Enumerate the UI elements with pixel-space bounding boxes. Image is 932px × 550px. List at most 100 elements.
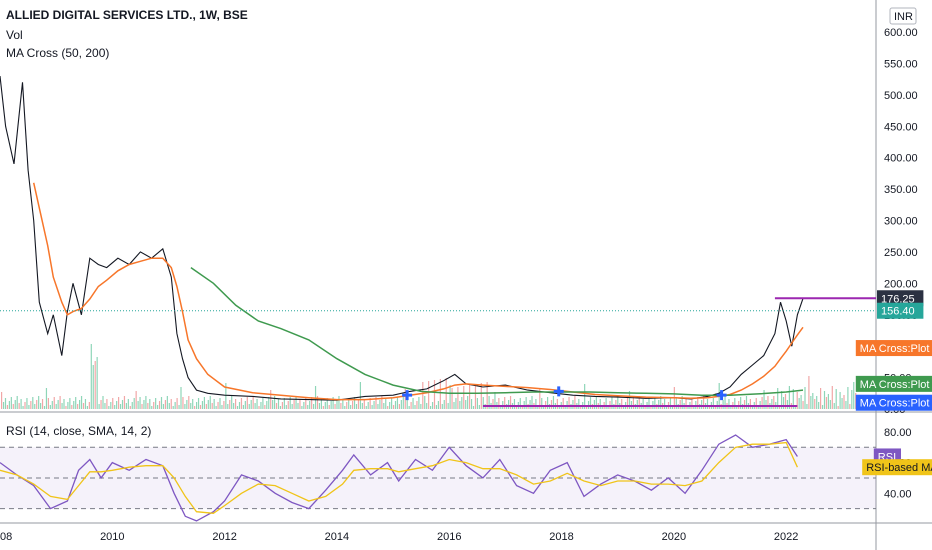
volume-bar xyxy=(424,396,426,409)
volume-bar xyxy=(461,397,463,409)
volume-bar xyxy=(6,405,9,409)
volume-bar xyxy=(509,396,512,409)
volume-bar xyxy=(494,392,496,409)
volume-bar xyxy=(125,403,127,409)
last-price-tag-bg xyxy=(877,290,924,307)
volume-bar xyxy=(508,400,510,409)
volume-bar xyxy=(84,399,87,409)
volume-bar xyxy=(194,406,196,409)
volume-bar xyxy=(771,399,773,409)
time-axis: 08 2010 2012 2014 2016 2018 2020 2022 xyxy=(0,531,798,543)
volume-bar xyxy=(235,399,237,409)
volume-bar xyxy=(118,397,120,409)
volume-bar xyxy=(41,399,44,409)
volume-bar xyxy=(568,397,570,409)
ma-cross-legend[interactable]: MA Cross (50, 200) xyxy=(6,46,110,60)
volume-bar xyxy=(215,406,217,409)
volume-bar xyxy=(414,405,416,409)
volume-bar xyxy=(102,396,104,409)
volume-bar xyxy=(392,405,395,409)
volume-bar xyxy=(855,393,857,409)
volume-bar xyxy=(470,399,473,409)
volume-bar xyxy=(268,397,270,409)
price-tick-label: 450.00 xyxy=(884,121,918,133)
volume-bar xyxy=(486,382,488,409)
rsi-pane xyxy=(0,434,876,522)
price-axis: 0.0050.00100.00150.00200.00250.00300.003… xyxy=(884,7,918,500)
volume-bar xyxy=(767,396,769,409)
volume-bar xyxy=(281,402,283,409)
volume-bar xyxy=(258,406,260,409)
rsi-ma-line xyxy=(0,441,798,514)
rsi-legend[interactable]: RSI (14, close, SMA, 14, 2) xyxy=(6,424,152,438)
volume-bar xyxy=(309,401,311,409)
volume-bar xyxy=(845,401,847,409)
volume-bar xyxy=(410,402,412,409)
volume-bar xyxy=(38,396,40,409)
volume-bar xyxy=(141,404,143,409)
volume-bar xyxy=(172,406,174,409)
volume-bar xyxy=(16,396,18,409)
volume-bar xyxy=(611,397,613,409)
volume-bar xyxy=(59,396,61,409)
volume-bar xyxy=(24,402,26,409)
volume-bar xyxy=(679,400,681,409)
volume-bar xyxy=(383,403,385,409)
ma-cross-tag-bg xyxy=(855,375,932,392)
volume-bar xyxy=(353,397,356,409)
volume-bar xyxy=(114,405,116,409)
volume-bar xyxy=(816,396,818,409)
rsi-tag-bg xyxy=(862,459,932,476)
volume-bar xyxy=(313,404,315,409)
volume-bar xyxy=(687,406,689,409)
volume-bar xyxy=(203,397,205,409)
volume-bar xyxy=(197,398,200,409)
volume-bar xyxy=(67,402,69,409)
time-tick-label: 08 xyxy=(0,531,12,543)
volume-bar xyxy=(827,394,829,409)
volume-bar xyxy=(539,388,541,409)
volume-bar xyxy=(342,399,344,409)
last-price-tag: 176.25 xyxy=(881,293,915,305)
volume-bar xyxy=(831,386,833,409)
volume-bar xyxy=(391,398,393,409)
volume-bar xyxy=(295,396,297,409)
volume-bar xyxy=(270,390,272,409)
volume-bar xyxy=(153,402,155,409)
volume-bar xyxy=(162,404,165,409)
volume-bar xyxy=(792,389,794,409)
volume-bar xyxy=(465,400,467,409)
volume-legend[interactable]: Vol xyxy=(6,28,23,42)
ma-cross-tag: MA Cross:Plot xyxy=(860,343,930,355)
volume-bar xyxy=(818,402,820,409)
volume-bar xyxy=(96,357,98,409)
volume-bar xyxy=(398,404,400,409)
volume-bar xyxy=(344,406,346,409)
volume-bar xyxy=(352,401,354,409)
volume-bar xyxy=(311,397,313,409)
volume-bar xyxy=(781,391,783,409)
volume-bar xyxy=(580,406,582,409)
volume-bar xyxy=(104,403,106,409)
volume-bar xyxy=(324,402,326,409)
symbol-title[interactable]: ALLIED DIGITAL SERVICES LTD., 1W, BSE xyxy=(6,8,248,22)
volume-bar xyxy=(123,396,126,409)
volume-bar xyxy=(812,393,814,409)
price-line xyxy=(0,75,804,401)
volume-bar xyxy=(459,401,461,409)
volume-bar xyxy=(796,392,798,409)
volume-bar xyxy=(426,403,428,409)
volume-bar xyxy=(847,387,849,409)
volume-bar xyxy=(127,399,129,409)
volume-bar xyxy=(334,404,336,409)
volume-bar xyxy=(229,400,231,409)
volume-bar xyxy=(277,399,280,409)
volume-bar xyxy=(457,387,459,409)
price-tick-label: 300.00 xyxy=(884,216,918,228)
volume-bar xyxy=(51,401,53,409)
volume-bar xyxy=(621,399,623,409)
volume-bar xyxy=(330,401,332,409)
volume-bar xyxy=(36,400,38,409)
volume-bar xyxy=(18,403,20,409)
